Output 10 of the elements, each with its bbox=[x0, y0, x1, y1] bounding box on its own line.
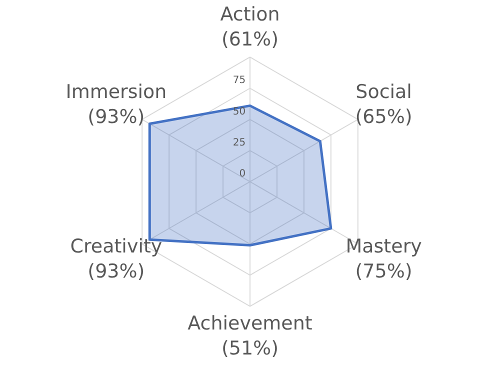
spoke-label: Mastery (75%) bbox=[346, 235, 422, 282]
spoke-label: Action (61%) bbox=[220, 4, 280, 51]
y-tick-label: 50 bbox=[232, 106, 246, 118]
y-tick-label: 25 bbox=[232, 137, 246, 148]
spoke-label: Achievement (51%) bbox=[188, 312, 312, 360]
spoke-label: Immersion (93%) bbox=[66, 80, 167, 128]
spoke-label: Social (65%) bbox=[355, 80, 412, 128]
spoke-label: Creativity (93%) bbox=[70, 235, 162, 282]
y-tick-label: 75 bbox=[232, 75, 246, 86]
y-tick-label: 0 bbox=[239, 168, 246, 180]
